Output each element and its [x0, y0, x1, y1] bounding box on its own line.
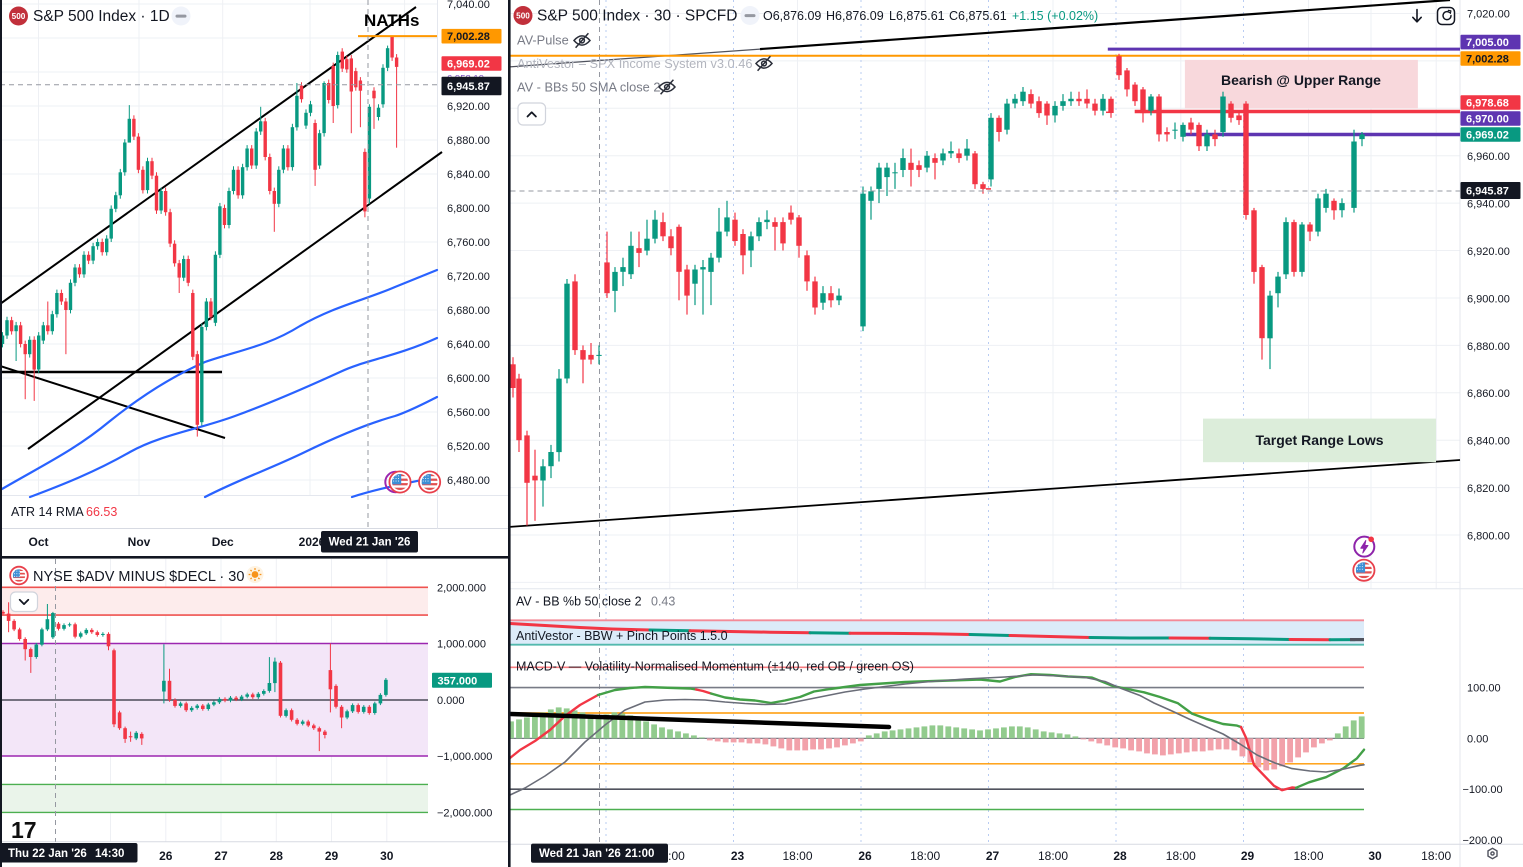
svg-text:6,560.00: 6,560.00 [447, 407, 490, 419]
svg-text:18:00: 18:00 [1166, 849, 1196, 863]
svg-text:6,600.00: 6,600.00 [447, 373, 490, 385]
svg-text:28: 28 [270, 849, 284, 863]
svg-text:+1.15 (+0.02%): +1.15 (+0.02%) [1012, 9, 1098, 23]
svg-text:AntiVestor – SPX Income System: AntiVestor – SPX Income System v3.0.46 [517, 56, 752, 71]
svg-text:6,680.00: 6,680.00 [447, 305, 490, 317]
svg-text:−1,000.000: −1,000.000 [437, 751, 492, 763]
svg-text:ATR 14 RMA: ATR 14 RMA [11, 505, 84, 519]
svg-text:6,945.87: 6,945.87 [447, 81, 490, 93]
svg-text:Dec: Dec [212, 535, 234, 549]
svg-text:6,940.00: 6,940.00 [1467, 199, 1510, 211]
svg-text:27: 27 [986, 849, 1000, 863]
svg-text:500: 500 [516, 12, 530, 21]
svg-text:6,945.87: 6,945.87 [1466, 186, 1509, 198]
svg-text:100.00: 100.00 [1467, 683, 1501, 695]
svg-text:NYSE $ADV MINUS $DECL · 30: NYSE $ADV MINUS $DECL · 30 [33, 569, 244, 585]
svg-text:6,880.00: 6,880.00 [447, 135, 490, 147]
svg-text:7,020.00: 7,020.00 [1467, 9, 1510, 21]
svg-text:AV-Pulse: AV-Pulse [517, 33, 569, 48]
svg-text:0.43: 0.43 [651, 595, 675, 609]
svg-text:18:00: 18:00 [782, 849, 812, 863]
svg-text:29: 29 [1241, 849, 1255, 863]
svg-text:Target Range Lows: Target Range Lows [1255, 432, 1383, 448]
svg-text:NATHs: NATHs [364, 11, 419, 30]
svg-text:6,920.00: 6,920.00 [1467, 246, 1510, 258]
svg-text:−100.00: −100.00 [1463, 784, 1503, 796]
svg-text:6,970.00: 6,970.00 [1466, 114, 1509, 126]
svg-text:6,969.02: 6,969.02 [1466, 130, 1509, 142]
svg-text:6,920.00: 6,920.00 [447, 101, 490, 113]
svg-text:O6,876.09: O6,876.09 [763, 9, 821, 23]
svg-text:Wed 21 Jan '26: Wed 21 Jan '26 [539, 848, 621, 860]
svg-text:18:00: 18:00 [910, 849, 940, 863]
svg-text:7,005.00: 7,005.00 [1466, 37, 1509, 49]
svg-text:−2,000.000: −2,000.000 [437, 807, 492, 819]
svg-text:AntiVestor - BBW + Pinch Point: AntiVestor - BBW + Pinch Points 1.5.0 [516, 629, 728, 643]
svg-text:30: 30 [380, 849, 394, 863]
svg-text:6,640.00: 6,640.00 [447, 339, 490, 351]
svg-text:6,969.02: 6,969.02 [447, 59, 490, 71]
svg-text:6,840.00: 6,840.00 [1467, 436, 1510, 448]
svg-text:L6,875.61: L6,875.61 [889, 9, 945, 23]
svg-text:Thu 22 Jan '26: Thu 22 Jan '26 [8, 848, 87, 860]
svg-text:500: 500 [12, 12, 26, 21]
svg-text:30: 30 [1368, 849, 1382, 863]
svg-text:6,900.00: 6,900.00 [1467, 293, 1510, 305]
svg-text:18:00: 18:00 [1293, 849, 1323, 863]
svg-text:6,800.00: 6,800.00 [1467, 530, 1510, 542]
svg-text:H6,876.09: H6,876.09 [826, 9, 884, 23]
svg-text:−200.00: −200.00 [1463, 835, 1503, 847]
svg-text:6,840.00: 6,840.00 [447, 169, 490, 181]
svg-text:17: 17 [11, 817, 37, 843]
svg-text:6,978.68: 6,978.68 [1466, 98, 1509, 110]
svg-text:Oct: Oct [28, 535, 48, 549]
svg-text:6,760.00: 6,760.00 [447, 237, 490, 249]
svg-text:0.000: 0.000 [437, 695, 465, 707]
svg-text:0.00: 0.00 [1467, 733, 1488, 745]
svg-text:AV - BB %b 50 close 2: AV - BB %b 50 close 2 [516, 595, 642, 609]
svg-text:Wed 21 Jan '26: Wed 21 Jan '26 [329, 537, 411, 549]
svg-text:1,000.000: 1,000.000 [437, 639, 486, 651]
svg-text:MACD-V — Volatility-Normalised: MACD-V — Volatility-Normalised Momentum … [516, 660, 914, 674]
svg-text:C6,875.61: C6,875.61 [949, 9, 1007, 23]
svg-text:7,002.28: 7,002.28 [447, 31, 490, 43]
svg-text:6,880.00: 6,880.00 [1467, 341, 1510, 353]
svg-text:6,520.00: 6,520.00 [447, 441, 490, 453]
svg-text:7,002.28: 7,002.28 [1466, 54, 1509, 66]
svg-text:S&P 500 Index · 1D: S&P 500 Index · 1D [33, 8, 170, 25]
svg-text:Bearish @ Upper Range: Bearish @ Upper Range [1221, 72, 1381, 88]
svg-text:7,040.00: 7,040.00 [447, 0, 490, 11]
svg-text:26: 26 [858, 849, 872, 863]
svg-text:23: 23 [731, 849, 745, 863]
svg-text:Nov: Nov [128, 535, 151, 549]
svg-text:66.53: 66.53 [86, 505, 117, 519]
svg-text:27: 27 [214, 849, 228, 863]
svg-text:21:00: 21:00 [625, 848, 654, 860]
svg-text:6,860.00: 6,860.00 [1467, 388, 1510, 400]
svg-text:AV - BBs 50 SMA close 2: AV - BBs 50 SMA close 2 [517, 80, 660, 95]
svg-text:2,000.000: 2,000.000 [437, 582, 486, 594]
svg-text:S&P 500 Index · 30 · SPCFD: S&P 500 Index · 30 · SPCFD [537, 8, 737, 25]
svg-text:29: 29 [325, 849, 339, 863]
svg-text:18:00: 18:00 [1421, 849, 1451, 863]
svg-text:6,820.00: 6,820.00 [1467, 483, 1510, 495]
svg-text:6,720.00: 6,720.00 [447, 271, 490, 283]
svg-text:18:00: 18:00 [1038, 849, 1068, 863]
svg-text:14:30: 14:30 [95, 848, 124, 860]
svg-text:26: 26 [159, 849, 173, 863]
svg-text:28: 28 [1113, 849, 1127, 863]
svg-text:6,800.00: 6,800.00 [447, 203, 490, 215]
svg-text:2026: 2026 [299, 535, 326, 549]
svg-text:6,480.00: 6,480.00 [447, 475, 490, 487]
svg-text:357.000: 357.000 [438, 675, 478, 687]
svg-text:6,960.00: 6,960.00 [1467, 151, 1510, 163]
